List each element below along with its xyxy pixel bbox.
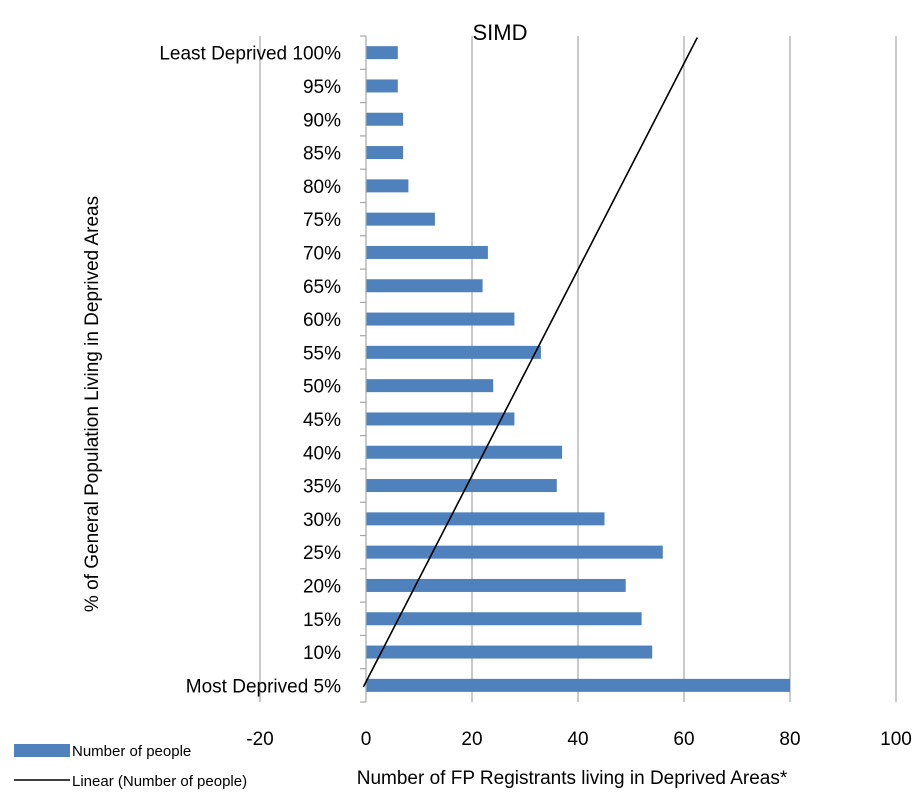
x-tick-labels: -20 0 20 40 60 80 100 — [246, 729, 912, 750]
x-tick-label: -20 — [246, 729, 273, 750]
category-label: 15% — [303, 610, 341, 631]
category-label: 20% — [303, 576, 341, 597]
gridlines — [259, 36, 897, 702]
bar — [366, 379, 494, 393]
bar — [366, 212, 435, 226]
trendline — [362, 37, 698, 688]
x-axis-title: Number of FP Registrants living in Depri… — [357, 768, 788, 789]
bar — [366, 445, 563, 459]
bar — [366, 512, 605, 526]
y-axis — [360, 35, 367, 703]
category-label: 45% — [303, 410, 341, 431]
bar — [366, 46, 398, 60]
x-tick-label: 0 — [361, 729, 372, 750]
bar — [366, 479, 557, 493]
bar — [366, 612, 642, 626]
category-labels: Most Deprived 5% 10% 15% 20% 25% 30% 35% 40% 45%… — [159, 44, 341, 698]
category-label: 25% — [303, 543, 341, 564]
bar — [366, 345, 541, 359]
category-label: Most Deprived 5% — [186, 676, 341, 697]
category-label: 70% — [303, 243, 341, 264]
bar — [366, 545, 663, 559]
bar — [366, 179, 409, 193]
bar — [366, 112, 404, 126]
bar — [366, 279, 483, 293]
bar — [366, 312, 515, 326]
category-label: 30% — [303, 510, 341, 531]
category-label: 85% — [303, 144, 341, 165]
y-axis-title: % of General Population Living in Depriv… — [82, 196, 103, 612]
category-label: 65% — [303, 277, 341, 298]
bar — [366, 645, 653, 659]
legend-trend-label: Linear (Number of people) — [72, 773, 247, 790]
bars — [366, 46, 790, 692]
bar — [366, 578, 626, 592]
bar — [366, 678, 790, 692]
category-label: 75% — [303, 210, 341, 231]
x-tick-label: 20 — [461, 729, 482, 750]
bar — [366, 412, 515, 426]
legend-bar-label: Number of people — [72, 743, 191, 760]
category-label: 40% — [303, 443, 341, 464]
category-label: 10% — [303, 643, 341, 664]
x-tick-label: 100 — [880, 729, 912, 750]
category-label: 50% — [303, 377, 341, 398]
category-label: Least Deprived 100% — [159, 44, 341, 65]
bar — [366, 146, 404, 160]
trendline-line — [362, 37, 698, 688]
category-label: 95% — [303, 77, 341, 98]
x-tick-label: 80 — [779, 729, 800, 750]
legend: Number of people Linear (Number of peopl… — [14, 743, 247, 790]
category-label: 80% — [303, 177, 341, 198]
x-tick-label: 40 — [567, 729, 588, 750]
category-label: 55% — [303, 343, 341, 364]
category-label: 35% — [303, 477, 341, 498]
legend-bar-swatch — [14, 744, 70, 757]
category-label: 60% — [303, 310, 341, 331]
category-label: 90% — [303, 110, 341, 131]
bar — [366, 245, 488, 259]
x-tick-label: 60 — [673, 729, 694, 750]
bar — [366, 79, 398, 93]
chart-title: SIMD — [473, 20, 528, 45]
